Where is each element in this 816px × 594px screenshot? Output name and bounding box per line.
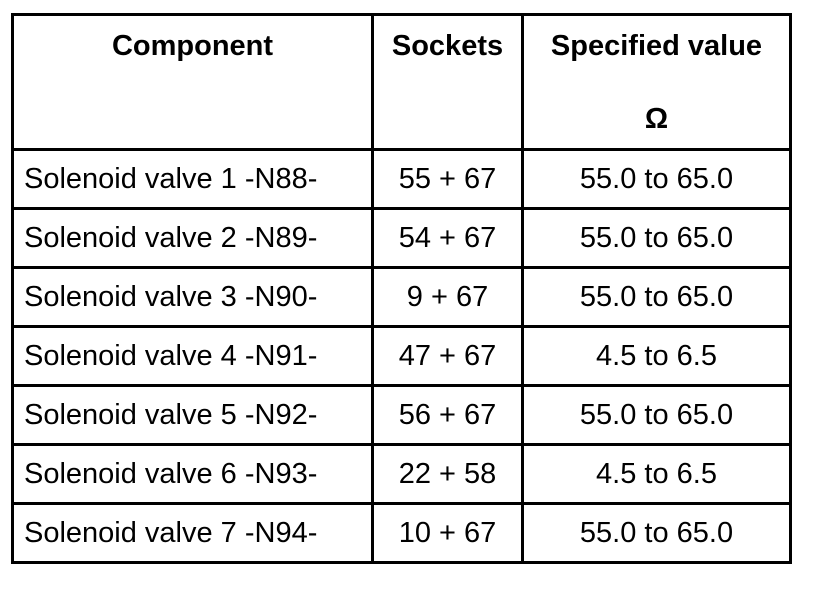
- table-cell: Solenoid valve 5 -N92-: [11, 384, 374, 446]
- table-cell: Solenoid valve 6 -N93-: [11, 443, 374, 505]
- table-cell: 47 + 67: [371, 325, 524, 387]
- table-cell: 55.0 to 65.0: [521, 266, 792, 328]
- table-cell: Solenoid valve 1 -N88-: [11, 148, 374, 210]
- header-text: Specified value: [550, 30, 763, 62]
- header-cell: Specified value Ω: [521, 13, 792, 151]
- table-cell: Solenoid valve 2 -N89-: [11, 207, 374, 269]
- table-cell: 4.5 to 6.5: [521, 325, 792, 387]
- table-cell: 56 + 67: [371, 384, 524, 446]
- header-text: Component: [111, 30, 274, 62]
- table-cell: 55.0 to 65.0: [521, 384, 792, 446]
- header-text: Sockets: [391, 30, 504, 62]
- table-row: Solenoid valve 2 -N89- 54 + 67 55.0 to 65.…: [11, 207, 792, 269]
- table-body: Solenoid valve 1 -N88- 55 + 67 55.0 to 65.…: [11, 148, 792, 564]
- table-row: Solenoid valve 6 -N93- 22 + 58 4.5 to 6.5: [11, 443, 792, 505]
- table-cell: 55 + 67: [371, 148, 524, 210]
- table-cell: 55.0 to 65.0: [521, 502, 792, 564]
- header-cell: Sockets: [371, 13, 524, 151]
- header-cell: Component: [11, 13, 374, 151]
- table-row: Solenoid valve 1 -N88- 55 + 67 55.0 to 65.…: [11, 148, 792, 210]
- resistance-table: Component Sockets Specified value Ω Solenoi…: [11, 13, 792, 564]
- table-row: Solenoid valve 7 -N94- 10 + 67 55.0 to 65.…: [11, 502, 792, 564]
- table-row: Solenoid valve 4 -N91- 47 + 67 4.5 to 6.5: [11, 325, 792, 387]
- table-cell: 22 + 58: [371, 443, 524, 505]
- table-cell: Solenoid valve 7 -N94-: [11, 502, 374, 564]
- table-cell: Solenoid valve 4 -N91-: [11, 325, 374, 387]
- table-row: Solenoid valve 3 -N90- 9 + 67 55.0 to 65.0: [11, 266, 792, 328]
- header-unit: Ω: [644, 103, 669, 135]
- table-row: Solenoid valve 5 -N92- 56 + 67 55.0 to 65.…: [11, 384, 792, 446]
- table-cell: 55.0 to 65.0: [521, 207, 792, 269]
- table-cell: 54 + 67: [371, 207, 524, 269]
- header-row: Component Sockets Specified value Ω: [11, 13, 792, 151]
- table-cell: Solenoid valve 3 -N90-: [11, 266, 374, 328]
- table-cell: 55.0 to 65.0: [521, 148, 792, 210]
- table-cell: 9 + 67: [371, 266, 524, 328]
- table-cell: 4.5 to 6.5: [521, 443, 792, 505]
- table-cell: 10 + 67: [371, 502, 524, 564]
